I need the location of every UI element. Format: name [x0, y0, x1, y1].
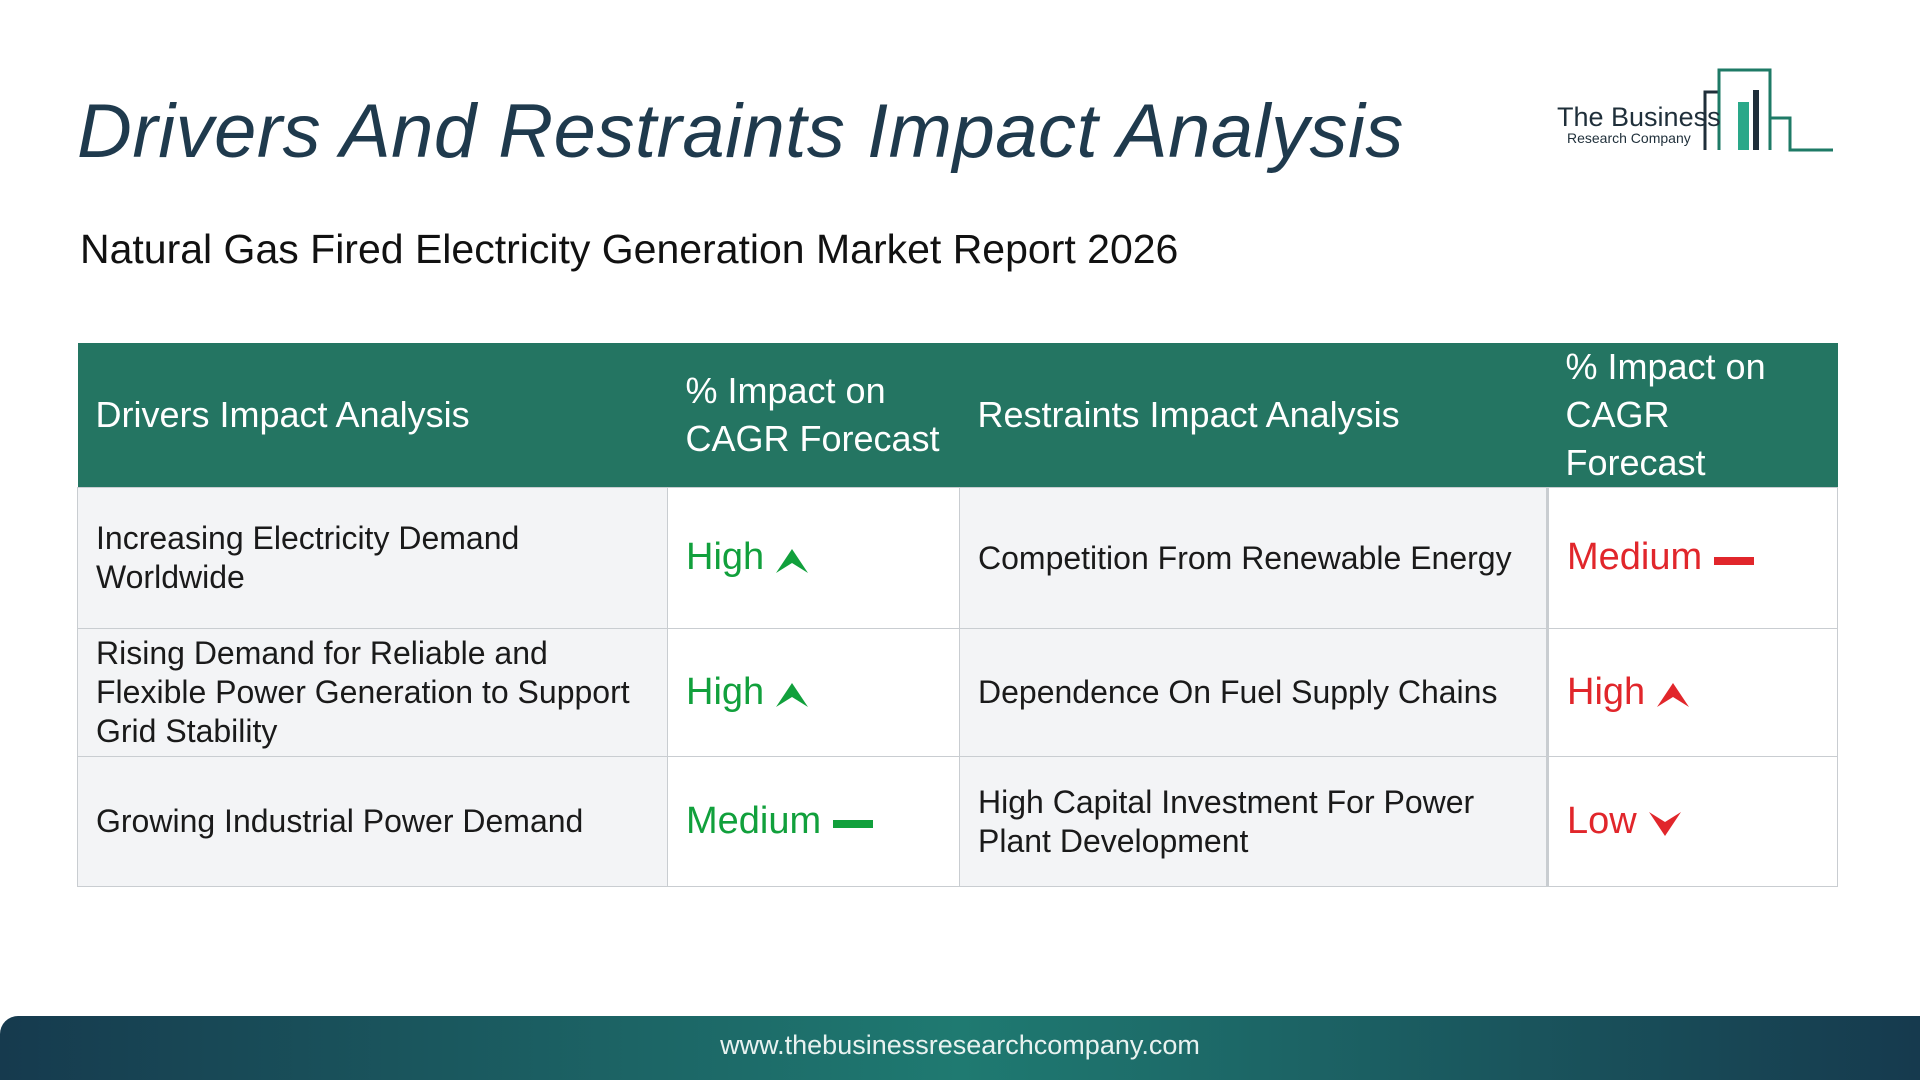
header-restraints-impact-line1: % Impact on [1565, 346, 1766, 387]
header-drivers-impact-line2: CAGR Forecast [685, 418, 940, 459]
table-row: Growing Industrial Power Demand Medium H… [77, 756, 1838, 887]
footer-url[interactable]: www.thebusinessresearchcompany.com [720, 1030, 1200, 1060]
up-arrow-icon [776, 683, 809, 708]
report-subtitle: Natural Gas Fired Electricity Generation… [80, 226, 1179, 272]
driver-impact-level: Medium [686, 799, 822, 842]
dash-icon [833, 820, 874, 829]
page-title: Drivers And Restraints Impact Analysis [77, 89, 1404, 174]
driver-impact-level: High [686, 670, 765, 713]
company-logo: The Business Research Company [1555, 68, 1835, 154]
down-arrow-icon [1648, 812, 1681, 837]
restraint-cell: Dependence On Fuel Supply Chains [959, 628, 1548, 757]
header-restraints-impact: % Impact on CAGR Forecast [1547, 343, 1838, 488]
driver-impact-cell: Medium [667, 756, 960, 887]
restraint-impact-cell: Low [1546, 756, 1838, 887]
driver-impact-level: High [686, 536, 765, 578]
logo-name: The Business [1557, 102, 1721, 132]
restraint-impact-level: High [1567, 670, 1646, 713]
restraint-impact-level: Medium [1567, 536, 1703, 578]
logo-tagline: Research Company [1567, 130, 1691, 146]
up-arrow-icon [776, 548, 809, 573]
table-header-row: Drivers Impact Analysis % Impact on CAGR… [77, 343, 1838, 488]
table-row: Rising Demand for Reliable and Flexible … [77, 628, 1838, 757]
driver-cell: Increasing Electricity Demand Worldwide [77, 487, 668, 629]
impact-table: Drivers Impact Analysis % Impact on CAGR… [77, 343, 1838, 887]
logo-bars-icon [1703, 68, 1833, 152]
header-drivers: Drivers Impact Analysis [77, 343, 668, 488]
driver-cell: Growing Industrial Power Demand [77, 756, 668, 887]
restraint-cell: Competition From Renewable Energy [959, 487, 1548, 629]
restraint-cell: High Capital Investment For Power Plant … [959, 756, 1548, 887]
header-drivers-impact: % Impact on CAGR Forecast [667, 343, 960, 488]
driver-impact-cell: High [667, 628, 960, 757]
driver-cell: Rising Demand for Reliable and Flexible … [77, 628, 668, 757]
header-drivers-impact-line1: % Impact on [685, 370, 886, 411]
table-row: Increasing Electricity Demand Worldwide … [77, 487, 1838, 629]
footer-bar: www.thebusinessresearchcompany.com [0, 1016, 1920, 1080]
restraint-impact-level: Low [1567, 799, 1637, 842]
restraint-impact-cell: High [1546, 628, 1838, 757]
restraint-impact-cell: Medium [1546, 487, 1838, 629]
dash-icon [1714, 556, 1755, 565]
up-arrow-icon [1657, 683, 1690, 708]
header-restraints: Restraints Impact Analysis [959, 343, 1548, 488]
header-restraints-impact-line2: CAGR Forecast [1565, 394, 1706, 483]
driver-impact-cell: High [667, 487, 960, 629]
